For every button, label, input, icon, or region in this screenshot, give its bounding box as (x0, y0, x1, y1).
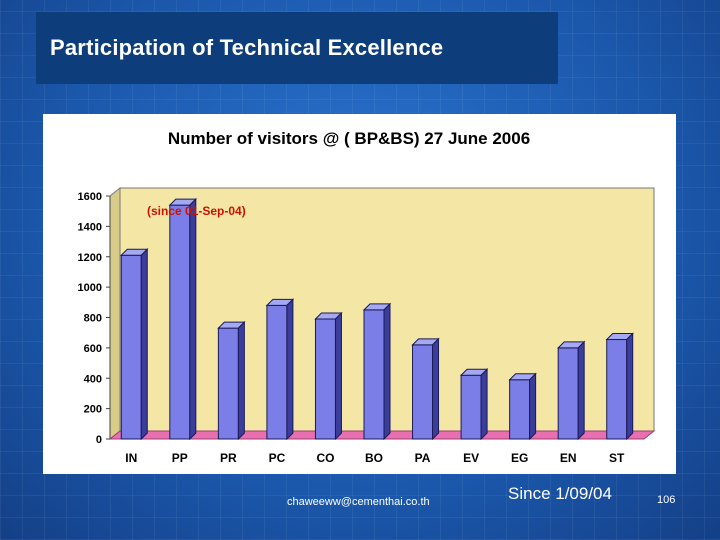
bar-eg (508, 372, 537, 441)
x-tick-label: BO (365, 451, 383, 465)
x-tick-label: ST (609, 451, 625, 465)
y-tick-label: 400 (84, 373, 102, 385)
bar-side (626, 332, 634, 441)
x-tick-label: CO (316, 451, 334, 465)
page-number: 106 (657, 494, 676, 506)
chart-annotation: (since 01-Sep-04) (147, 204, 246, 218)
bar-side (140, 248, 148, 441)
y-tick-label: 600 (84, 343, 102, 355)
bar-front (217, 327, 239, 440)
bar-bo (362, 302, 392, 441)
bar-en (556, 340, 586, 441)
y-tick-label: 200 (84, 404, 102, 416)
bar-side (237, 320, 245, 441)
bar-side (529, 372, 537, 441)
y-tick-label: 800 (84, 313, 102, 325)
y-tick-label: 1400 (78, 221, 102, 233)
bar-side (577, 340, 585, 441)
bar-pr (217, 320, 246, 441)
slide-title: Participation of Technical Excellence (50, 35, 444, 60)
chart-panel: Number of visitors @ ( BP&BS) 27 June 20… (43, 114, 676, 474)
x-tick-label: PP (172, 451, 188, 465)
x-tick-label: PA (415, 451, 431, 465)
bar-front (266, 304, 288, 440)
bar-front (314, 318, 336, 440)
y-tick-label: 1200 (78, 252, 102, 264)
bar-chart: Number of visitors @ ( BP&BS) 27 June 20… (78, 129, 656, 465)
y-tick-label: 1000 (78, 282, 102, 294)
bar-front (557, 347, 579, 440)
bar-front (509, 379, 531, 440)
bar-side (432, 337, 440, 441)
bar-ev (459, 368, 489, 441)
bar-st (605, 332, 634, 441)
title-box: Participation of Technical Excellence (36, 12, 558, 84)
bar-pa (411, 337, 440, 441)
x-tick-label: PR (220, 451, 237, 465)
bar-side (286, 298, 294, 441)
bar-front (412, 344, 434, 440)
bar-pc (265, 298, 295, 441)
x-tick-label: EV (463, 451, 479, 465)
y-tick-label: 0 (96, 434, 102, 446)
bar-front (363, 309, 385, 440)
x-tick-label: PC (269, 451, 286, 465)
bar-side (189, 197, 197, 441)
bar-pp (168, 197, 198, 441)
bar-side (480, 368, 488, 441)
x-tick-label: EG (511, 451, 528, 465)
bar-front (460, 374, 482, 440)
footer-email: chaweeww@cementhai.co.th (287, 496, 430, 508)
bar-front (606, 339, 628, 440)
bar-co (314, 311, 343, 441)
bar-front (169, 204, 191, 440)
bar-side (383, 302, 391, 441)
x-tick-label: IN (125, 451, 137, 465)
bar-side (334, 311, 342, 441)
bar-in (120, 248, 149, 441)
bar-front (120, 254, 142, 440)
plot-side-wall (109, 186, 121, 441)
footer-since: Since 1/09/04 (508, 484, 612, 503)
y-tick-label: 1600 (78, 191, 102, 203)
chart-title: Number of visitors @ ( BP&BS) 27 June 20… (168, 129, 530, 148)
x-tick-label: EN (560, 451, 577, 465)
